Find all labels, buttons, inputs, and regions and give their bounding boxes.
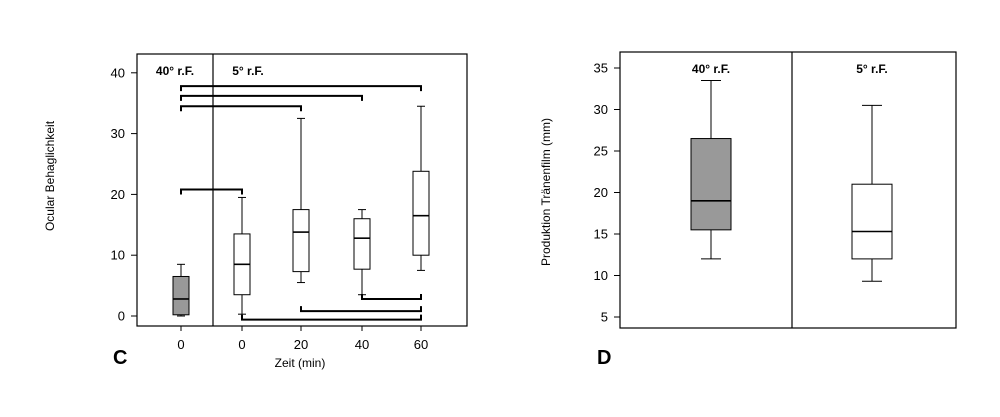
- x-tick-label-c-3: 40: [355, 337, 369, 352]
- box-c-0: [172, 263, 190, 317]
- panel-label-d: D: [597, 347, 611, 369]
- chart-panel-d: D Produktion Tränenfilm (mm) 40° r.F. 5°…: [539, 51, 957, 369]
- significance-bracket-c-2: [180, 105, 302, 112]
- box-c-2: [292, 117, 310, 284]
- y-tick-label-d-2: 15: [594, 227, 608, 242]
- x-tick-label-c-4: 60: [414, 337, 428, 352]
- x-tick-label-c-0: 0: [177, 337, 184, 352]
- x-tick-label-c-2: 20: [294, 337, 308, 352]
- condition-label-d-1: 5° r.F.: [856, 62, 887, 76]
- y-tick-label-d-0: 5: [601, 310, 608, 325]
- y-tick-label-d-3: 20: [594, 185, 608, 200]
- iqr-box: [292, 209, 310, 273]
- iqr-box: [172, 275, 190, 316]
- y-tick-label-c-2: 20: [111, 187, 125, 202]
- significance-bracket-c-6: [241, 314, 422, 321]
- iqr-box: [412, 170, 430, 256]
- significance-bracket-c-4: [361, 293, 422, 300]
- significance-bracket-c-0: [180, 85, 422, 92]
- y-tick-label-c-4: 40: [111, 65, 125, 80]
- y-tick-label-c-0: 0: [118, 309, 125, 324]
- significance-bracket-c-3: [180, 188, 243, 195]
- box-d-0: [690, 79, 732, 260]
- y-tick-label-c-1: 10: [111, 248, 125, 263]
- box-c-3: [353, 209, 371, 296]
- x-axis-title-c: Zeit (min): [275, 356, 326, 370]
- condition-label-c-0: 40° r.F.: [156, 64, 194, 78]
- panel-label-c: C: [113, 347, 127, 369]
- y-tick-label-d-4: 25: [594, 144, 608, 159]
- condition-label-c-1: 5° r.F.: [232, 64, 263, 78]
- iqr-box: [690, 138, 732, 231]
- y-tick-label-d-6: 35: [594, 61, 608, 76]
- box-c-4: [412, 105, 430, 271]
- box-c-1: [233, 196, 251, 315]
- y-tick-label-d-5: 30: [594, 102, 608, 117]
- condition-label-d-0: 40° r.F.: [692, 62, 730, 76]
- plot-frame-c: [136, 53, 468, 327]
- chart-panel-c: C Zeit (min) Ocular Behaglichkeit 40° r.…: [43, 53, 468, 370]
- y-axis-title-c: Ocular Behaglichkeit: [43, 120, 57, 231]
- plot-frame-d: [619, 51, 957, 329]
- y-axis-title-d: Produktion Tränenfilm (mm): [539, 118, 553, 266]
- iqr-box: [353, 218, 371, 270]
- x-tick-label-c-1: 0: [238, 337, 245, 352]
- y-tick-label-d-1: 10: [594, 268, 608, 283]
- y-tick-label-c-3: 30: [111, 126, 125, 141]
- box-d-1: [851, 104, 893, 282]
- significance-bracket-c-1: [180, 94, 363, 101]
- iqr-box: [851, 183, 893, 260]
- significance-bracket-c-5: [300, 306, 422, 313]
